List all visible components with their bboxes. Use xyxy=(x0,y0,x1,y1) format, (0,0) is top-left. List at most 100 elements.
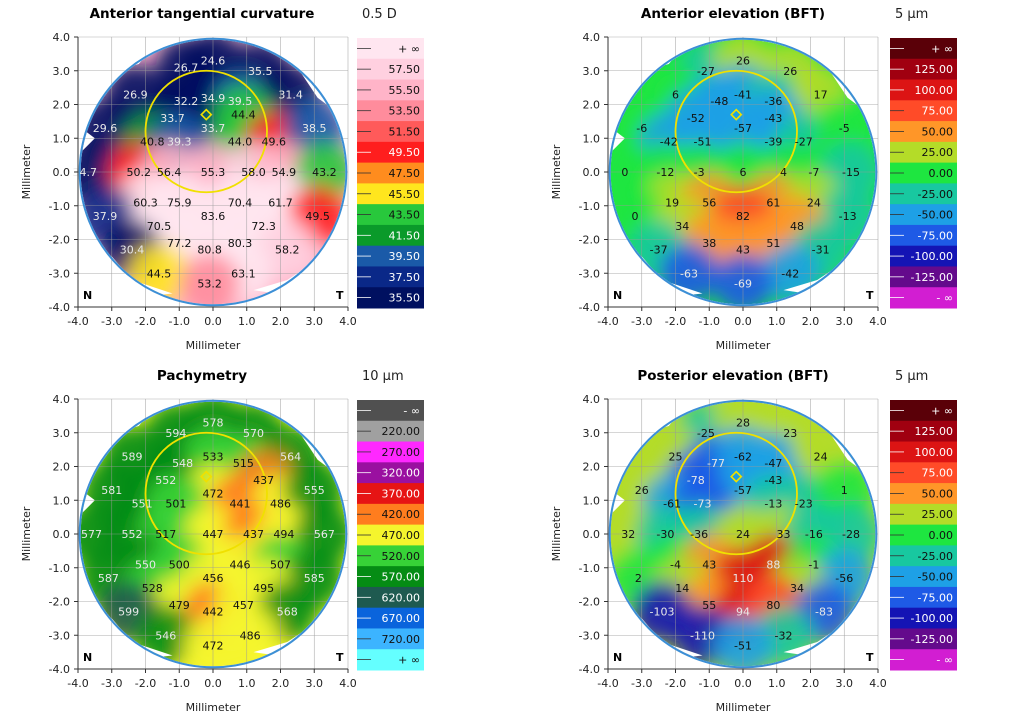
value-label: 1 xyxy=(841,484,848,497)
value-label: 472 xyxy=(203,639,224,652)
y-tick-label: -3.0 xyxy=(579,267,600,280)
x-tick-label: -4.0 xyxy=(67,315,88,328)
value-label: 58.2 xyxy=(275,244,300,257)
value-label: 38 xyxy=(702,237,716,250)
legend-swatch xyxy=(890,483,957,505)
legend-swatch xyxy=(890,566,957,588)
y-tick-label: 3.0 xyxy=(53,427,71,440)
legend-label: 620.00 xyxy=(382,591,421,604)
value-label: 551 xyxy=(132,498,153,511)
map-step-label: 5 µm xyxy=(895,369,928,384)
value-label: 34 xyxy=(675,220,689,233)
map-title: Anterior elevation (BFT) xyxy=(641,6,825,22)
legend-label: 520.00 xyxy=(382,550,421,563)
legend-swatch xyxy=(357,503,424,526)
legend-swatch xyxy=(357,183,424,205)
value-label: 585 xyxy=(304,572,325,585)
value-label: 472 xyxy=(203,488,224,501)
y-tick-label: -4.0 xyxy=(579,301,600,314)
y-tick-label: -2.0 xyxy=(579,234,600,247)
legend-swatch xyxy=(357,483,424,505)
value-label: 24 xyxy=(736,528,750,541)
value-label: 72.3 xyxy=(251,220,276,233)
legend-swatch xyxy=(357,441,424,463)
legend-label: -50.00 xyxy=(918,571,953,584)
value-label: 40.8 xyxy=(140,136,165,149)
value-label: -42 xyxy=(781,267,799,280)
value-label: -41 xyxy=(734,88,752,101)
value-label: 507 xyxy=(270,558,291,571)
value-label: -62 xyxy=(734,450,752,463)
y-axis-label: Millimeter xyxy=(20,144,33,199)
legend-label: 670.00 xyxy=(382,612,421,625)
legend-swatch xyxy=(890,400,957,422)
value-label: -36 xyxy=(764,95,782,108)
legend-swatch xyxy=(357,245,424,267)
x-axis-label: Millimeter xyxy=(716,701,771,714)
value-label: 17 xyxy=(814,88,828,101)
value-label: -27 xyxy=(795,136,813,149)
value-label: 548 xyxy=(172,457,193,470)
value-label: -52 xyxy=(687,112,705,125)
value-label: 552 xyxy=(155,474,176,487)
axes: -4.0 -3.0 -2.0 -1.0 0.0 1.0 2.0 3.0 4.0 4.0 3.0 2.0… xyxy=(49,393,357,690)
limbus-ring xyxy=(608,399,878,669)
axes: -4.0 -3.0 -2.0 -1.0 0.0 1.0 2.0 3.0 4.0 4.0 3.0 2.0… xyxy=(579,393,887,690)
legend-swatch xyxy=(357,266,424,288)
pupil-ring xyxy=(144,69,268,194)
x-tick-label: 2.0 xyxy=(272,315,290,328)
x-tick-label: 3.0 xyxy=(836,677,854,690)
value-label: 441 xyxy=(230,498,251,511)
legend-swatch xyxy=(357,38,424,60)
legend-label: 100.00 xyxy=(915,446,954,459)
legend-label: 370.00 xyxy=(382,487,421,500)
value-label: 70.4 xyxy=(228,196,253,209)
value-label: 61 xyxy=(766,196,780,209)
axes: -4.0 -3.0 -2.0 -1.0 0.0 1.0 2.0 3.0 4.0 4.0 3.0 2.0… xyxy=(579,31,887,328)
y-tick-label: 1.0 xyxy=(583,132,601,145)
x-tick-label: -4.0 xyxy=(597,677,618,690)
value-label: -47 xyxy=(764,457,782,470)
legend-swatch xyxy=(890,141,957,164)
pupil-center-marker xyxy=(200,108,213,121)
value-label: 33.7 xyxy=(201,122,226,135)
value-label: -7 xyxy=(808,166,819,179)
value-label: 26 xyxy=(783,65,797,78)
value-label: 570 xyxy=(243,427,264,440)
y-tick-label: 3.0 xyxy=(53,65,71,78)
value-label: -39 xyxy=(764,136,782,149)
value-label: 517 xyxy=(155,528,176,541)
legend-swatch xyxy=(357,141,424,164)
colour-scale-legend: + ∞ 125.00 100.00 75.00 50.00 25.00 0.00 -25.00… xyxy=(890,38,957,309)
value-label: 39.5 xyxy=(228,95,253,108)
map-panel-4: Posterior elevation (BFT) 5 µm -25 28 23 25 -7… xyxy=(550,368,957,714)
legend-label: 51.50 xyxy=(389,125,421,138)
value-label: 34.9 xyxy=(201,92,226,105)
legend-label: 420.00 xyxy=(382,508,421,521)
legend-label: -125.00 xyxy=(911,271,953,284)
value-label: 442 xyxy=(203,606,224,619)
legend-label: 270.00 xyxy=(382,446,421,459)
legend-label: 53.50 xyxy=(389,105,421,118)
legend-swatch xyxy=(890,524,957,546)
value-label: -78 xyxy=(687,474,705,487)
legend-swatch xyxy=(357,224,424,247)
map-step-label: 0.5 D xyxy=(362,7,397,22)
value-label: 24 xyxy=(814,450,828,463)
legend-label: 75.00 xyxy=(922,105,954,118)
value-label: 29.6 xyxy=(93,122,118,135)
value-label: 515 xyxy=(233,457,254,470)
value-label: 577 xyxy=(81,528,102,541)
legend-swatch xyxy=(890,586,957,609)
legend-label: 125.00 xyxy=(915,63,954,76)
value-label: 53.2 xyxy=(197,277,222,290)
temporal-marker: T xyxy=(866,289,874,302)
legend-swatch xyxy=(890,607,957,629)
value-label: -32 xyxy=(775,629,793,642)
x-tick-label: 0.0 xyxy=(734,315,752,328)
y-tick-label: 1.0 xyxy=(53,132,71,145)
legend-swatch xyxy=(357,649,424,671)
value-label: 44.0 xyxy=(228,136,253,149)
map-step-label: 10 µm xyxy=(362,369,404,384)
legend-swatch xyxy=(890,649,957,671)
